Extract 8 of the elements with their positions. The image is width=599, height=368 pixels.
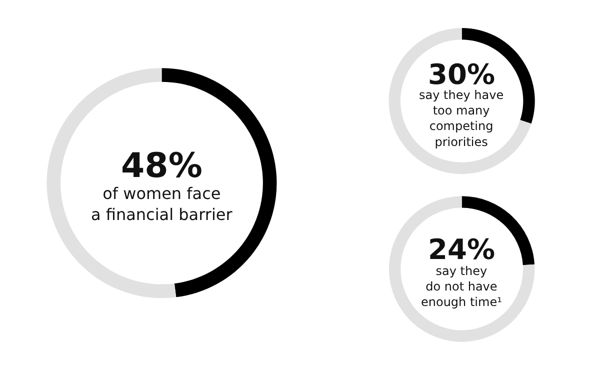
text: say they do not have enough time¹ [421, 264, 502, 310]
text: say they have too many competing priorities [419, 88, 504, 149]
donut-slice [388, 28, 532, 174]
text: 30% [428, 58, 496, 91]
text: 24% [428, 233, 496, 266]
text: 48% [121, 146, 202, 186]
text: of women face a financial barrier [91, 184, 233, 224]
donut-slice [388, 196, 535, 342]
